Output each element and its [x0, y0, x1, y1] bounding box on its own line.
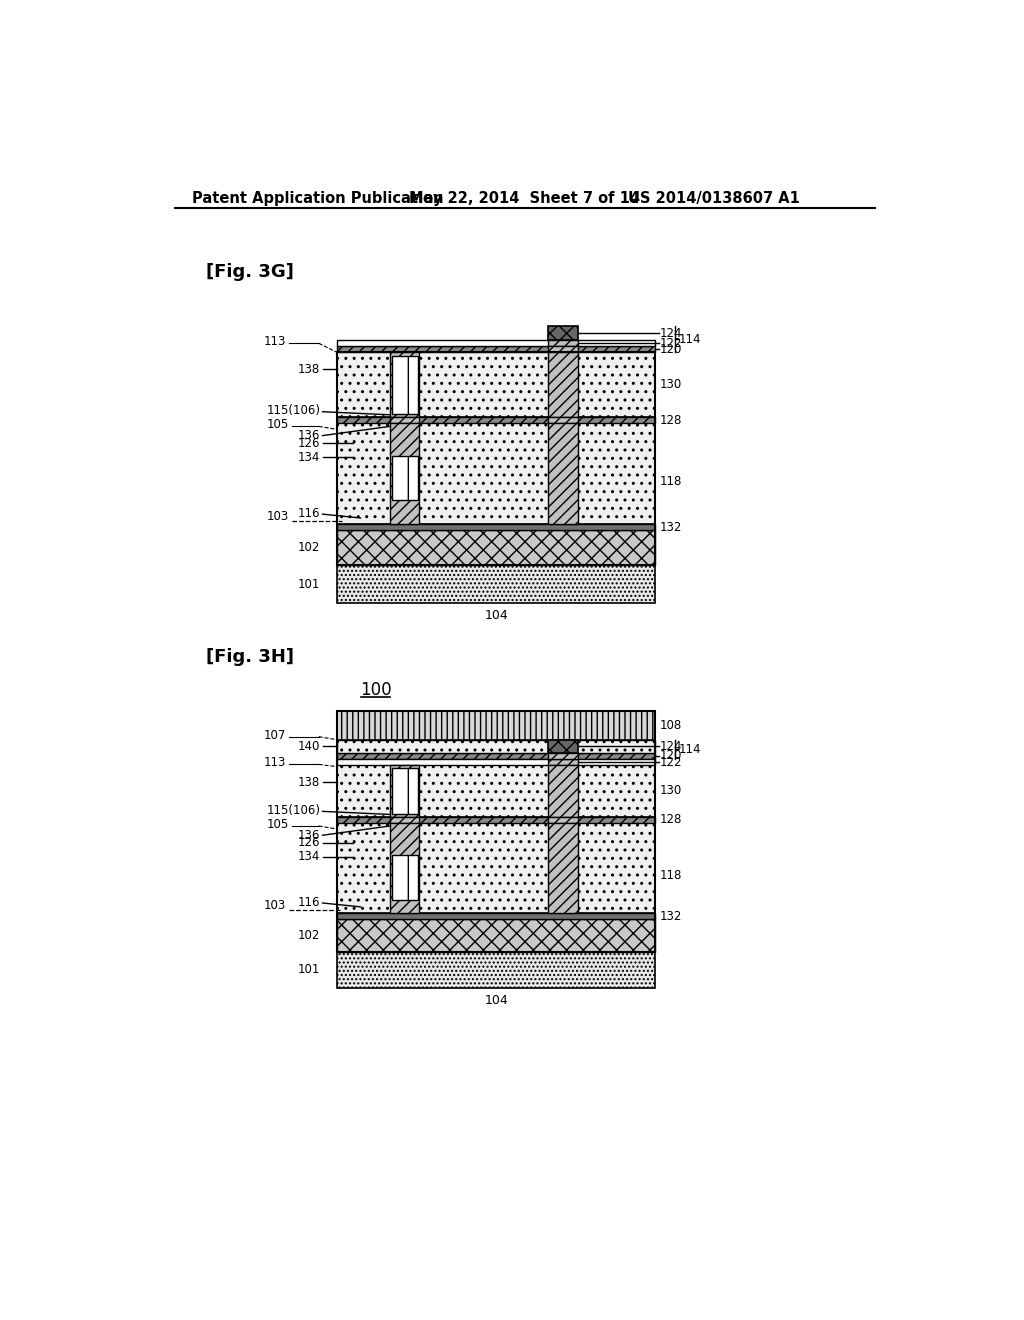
Text: May 22, 2014  Sheet 7 of 14: May 22, 2014 Sheet 7 of 14 — [409, 191, 640, 206]
Bar — [390, 424, 420, 524]
Text: 130: 130 — [659, 784, 682, 797]
Bar — [337, 531, 655, 565]
Text: 122: 122 — [659, 337, 682, 350]
Bar — [548, 326, 578, 341]
Text: 102: 102 — [298, 541, 321, 554]
Bar — [391, 455, 418, 500]
Text: 136: 136 — [298, 829, 321, 842]
Bar — [337, 341, 655, 346]
Bar — [337, 711, 655, 739]
Text: 116: 116 — [298, 507, 321, 520]
Text: 128: 128 — [659, 413, 682, 426]
Text: 132: 132 — [659, 520, 682, 533]
Bar — [548, 739, 578, 752]
Bar — [390, 822, 420, 913]
Bar — [337, 952, 655, 989]
Text: 104: 104 — [484, 994, 508, 1007]
Bar — [548, 341, 578, 346]
Bar — [337, 424, 655, 524]
Bar — [548, 752, 578, 759]
Bar — [337, 817, 655, 822]
Text: 120: 120 — [659, 750, 682, 763]
Text: 126: 126 — [298, 437, 321, 450]
Bar — [337, 352, 655, 417]
Bar — [548, 817, 578, 822]
Bar — [390, 352, 420, 417]
Text: 114: 114 — [678, 333, 700, 346]
Bar — [548, 759, 578, 766]
Bar — [337, 822, 655, 913]
Text: 136: 136 — [298, 429, 321, 442]
Text: 114: 114 — [678, 743, 700, 756]
Bar — [390, 766, 420, 817]
Bar — [390, 817, 420, 822]
Bar — [548, 352, 578, 417]
Text: [Fig. 3H]: [Fig. 3H] — [206, 648, 294, 667]
Text: 101: 101 — [298, 578, 321, 591]
Bar — [337, 346, 655, 352]
Text: 132: 132 — [659, 909, 682, 923]
Text: 120: 120 — [659, 343, 682, 356]
Bar — [548, 424, 578, 524]
Text: 113: 113 — [264, 335, 286, 348]
Text: 113: 113 — [264, 756, 286, 770]
Bar — [337, 711, 655, 952]
Bar — [337, 352, 655, 565]
Bar — [337, 752, 655, 759]
Text: 105: 105 — [267, 418, 289, 432]
Text: 118: 118 — [659, 869, 682, 882]
Text: 138: 138 — [298, 363, 321, 376]
Text: 103: 103 — [267, 510, 289, 523]
Bar — [337, 913, 655, 919]
Bar — [337, 524, 655, 531]
Bar — [391, 768, 418, 813]
Text: 128: 128 — [659, 813, 682, 826]
Text: 103: 103 — [264, 899, 286, 912]
Text: 116: 116 — [298, 896, 321, 908]
Text: 118: 118 — [659, 475, 682, 488]
Bar — [548, 417, 578, 424]
Text: 107: 107 — [264, 729, 286, 742]
Text: 101: 101 — [298, 964, 321, 977]
Text: 124: 124 — [659, 326, 682, 339]
Bar — [391, 855, 418, 900]
Bar — [337, 759, 655, 766]
Bar — [548, 346, 578, 352]
Bar — [390, 417, 420, 424]
Text: 122: 122 — [659, 755, 682, 768]
Text: 100: 100 — [360, 681, 392, 698]
Bar — [337, 565, 655, 603]
Text: 138: 138 — [298, 776, 321, 788]
Text: Patent Application Publication: Patent Application Publication — [191, 191, 443, 206]
Text: 104: 104 — [484, 610, 508, 622]
Text: 102: 102 — [298, 929, 321, 942]
Text: 115(106): 115(106) — [266, 404, 321, 417]
Text: [Fig. 3G]: [Fig. 3G] — [206, 264, 293, 281]
Bar — [548, 822, 578, 913]
Text: 115(106): 115(106) — [266, 804, 321, 817]
Text: 134: 134 — [298, 850, 321, 863]
Bar — [337, 739, 655, 752]
Bar — [337, 417, 655, 424]
Bar — [337, 766, 655, 817]
Text: 130: 130 — [659, 379, 682, 391]
Bar — [548, 766, 578, 817]
Bar — [337, 919, 655, 952]
Text: 108: 108 — [659, 719, 682, 733]
Text: 126: 126 — [298, 837, 321, 850]
Text: 134: 134 — [298, 450, 321, 463]
Text: 140: 140 — [298, 739, 321, 752]
Text: 124: 124 — [659, 739, 682, 752]
Text: 105: 105 — [267, 818, 289, 832]
Text: US 2014/0138607 A1: US 2014/0138607 A1 — [628, 191, 800, 206]
Bar — [391, 355, 418, 414]
